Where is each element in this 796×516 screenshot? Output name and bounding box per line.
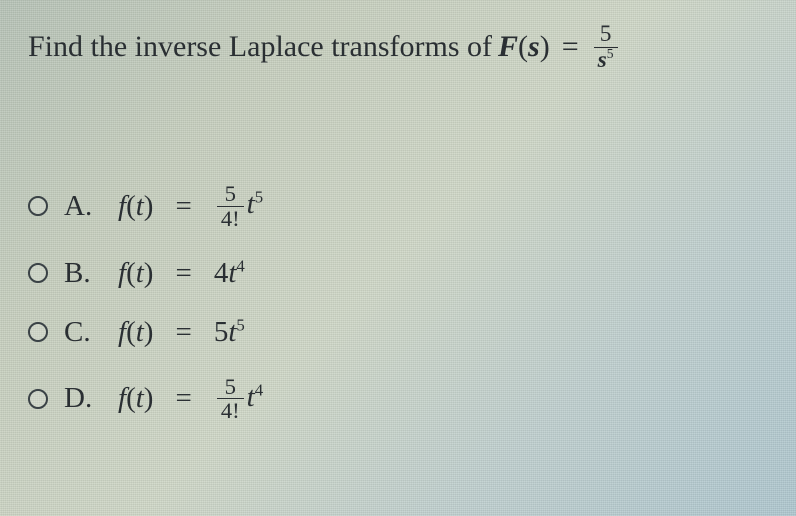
frac-num: 5: [221, 182, 240, 206]
option-a[interactable]: A. f(t) = 5 4! t5: [28, 182, 768, 231]
option-c-eq: =: [175, 316, 191, 349]
frac-num: 5: [221, 375, 240, 399]
lhs-f: f: [118, 190, 126, 222]
power-exp: 4: [236, 256, 244, 275]
radio-b[interactable]: [28, 263, 48, 283]
question-rhs-frac: 5 s5: [594, 22, 618, 72]
options-list: A. f(t) = 5 4! t5 B. f(t) = 4t4: [28, 182, 768, 423]
option-b[interactable]: B. f(t) = 4t4: [28, 257, 768, 290]
lhs-f: f: [118, 257, 126, 289]
option-b-eq: =: [175, 257, 191, 290]
option-a-eq: =: [175, 190, 191, 223]
frac-den: 4!: [217, 398, 244, 423]
lhs-f: f: [118, 316, 126, 348]
func-arg: s: [528, 30, 540, 63]
question-prefix: Find the inverse Laplace transforms of: [28, 27, 492, 68]
option-c[interactable]: C. f(t) = 5t5: [28, 316, 768, 349]
radio-c[interactable]: [28, 322, 48, 342]
option-c-rhs: 5t5: [214, 316, 245, 349]
coef: 5: [214, 316, 229, 348]
equals-sign: =: [562, 27, 579, 68]
option-a-lhs: f(t): [118, 190, 153, 223]
question-text: Find the inverse Laplace transforms of F…: [28, 22, 768, 72]
den-exp: 5: [607, 46, 614, 61]
option-d[interactable]: D. f(t) = 5 4! t4: [28, 375, 768, 424]
option-c-lhs: f(t): [118, 316, 153, 349]
power-exp: 5: [255, 187, 263, 206]
option-d-lhs: f(t): [118, 382, 153, 415]
frac-num: 5: [596, 22, 616, 47]
lhs-f: f: [118, 382, 126, 414]
option-a-letter: A.: [64, 190, 102, 223]
question-func: F(s): [498, 27, 550, 68]
power-base: t: [247, 188, 255, 220]
option-a-frac: 5 4!: [217, 182, 244, 231]
power-exp: 5: [236, 315, 244, 334]
power-exp: 4: [255, 380, 263, 399]
option-a-rhs: 5 4! t5: [214, 182, 263, 231]
option-d-letter: D.: [64, 382, 102, 415]
option-d-eq: =: [175, 382, 191, 415]
option-d-rhs: 5 4! t4: [214, 375, 263, 424]
radio-d[interactable]: [28, 389, 48, 409]
lhs-arg: t: [136, 257, 144, 289]
option-c-letter: C.: [64, 316, 102, 349]
coef: 4: [214, 257, 229, 289]
option-b-lhs: f(t): [118, 257, 153, 290]
lhs-arg: t: [136, 382, 144, 414]
frac-den: 4!: [217, 206, 244, 231]
den-base: s: [598, 47, 607, 73]
radio-a[interactable]: [28, 196, 48, 216]
option-b-rhs: 4t4: [214, 257, 245, 290]
lhs-arg: t: [136, 316, 144, 348]
func-letter: F: [498, 30, 518, 63]
power-base: t: [247, 381, 255, 413]
frac-den: s5: [594, 47, 618, 73]
option-b-letter: B.: [64, 257, 102, 290]
option-d-frac: 5 4!: [217, 375, 244, 424]
lhs-arg: t: [136, 190, 144, 222]
